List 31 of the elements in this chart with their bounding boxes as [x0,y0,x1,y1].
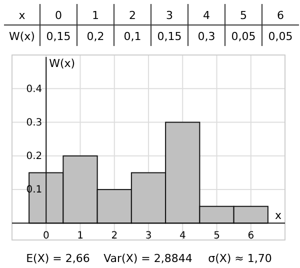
text: 4 [203,9,210,22]
y-tick-label: 0.4 [26,84,42,95]
y-axis-title: W(x) [49,57,76,70]
text: 0,05 [231,30,256,43]
text: 0,3 [198,30,216,43]
text: 0,1 [124,30,142,43]
y-tick-label: 0.2 [26,151,42,162]
x-tick-label: 1 [77,230,84,242]
text: Var(X) = 2,8844 [104,252,192,265]
text: 0 [55,9,62,22]
text: W(x) [9,30,35,43]
x-tick-label: 2 [111,230,118,242]
text: 0,15 [157,30,182,43]
text: 1 [92,9,99,22]
text: σ(X) ≈ 1,70 [208,252,272,265]
y-tick-label: 0.3 [26,117,42,128]
text: 2 [129,9,136,22]
text: 3 [166,9,173,22]
text: 0,15 [46,30,71,43]
x-tick-label: 0 [42,230,50,242]
text: 0,2 [86,30,104,43]
text: 5 [240,9,247,22]
text: E(X) = 2,66 [26,252,90,265]
x-tick-label: 5 [214,230,220,242]
x-axis-title: x [275,209,282,222]
text: x [18,9,26,22]
x-tick-label: 4 [179,230,186,242]
text: 6 [277,9,284,22]
text: 0,05 [268,30,293,43]
x-tick-label: 6 [248,230,254,242]
x-tick-label: 3 [145,230,152,242]
